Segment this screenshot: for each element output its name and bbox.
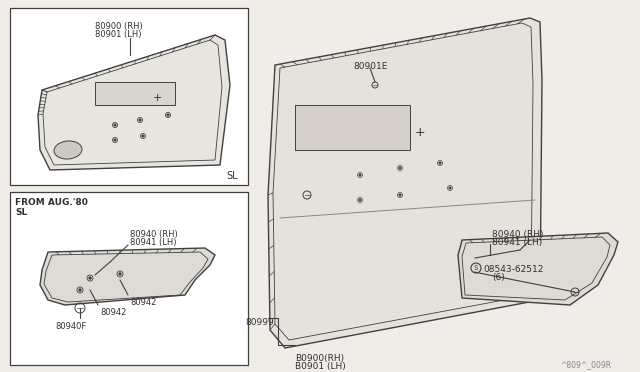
Polygon shape	[10, 192, 248, 365]
Text: +: +	[152, 93, 162, 103]
Circle shape	[167, 114, 169, 116]
Text: 80942: 80942	[100, 308, 126, 317]
Circle shape	[119, 273, 121, 275]
Text: 80942: 80942	[130, 298, 156, 307]
Polygon shape	[38, 35, 230, 170]
Text: 80941 (LH): 80941 (LH)	[130, 238, 177, 247]
Circle shape	[399, 194, 401, 196]
Polygon shape	[458, 233, 618, 305]
Text: B0901 (LH): B0901 (LH)	[295, 362, 346, 371]
Circle shape	[359, 199, 361, 201]
Text: 80940 (RH): 80940 (RH)	[492, 230, 543, 239]
Text: 80901E: 80901E	[353, 62, 387, 71]
Text: (6): (6)	[492, 273, 505, 282]
Text: 80940 (RH): 80940 (RH)	[130, 230, 178, 239]
Circle shape	[359, 174, 361, 176]
Text: ^809^_009R: ^809^_009R	[560, 360, 611, 369]
Text: 80940F: 80940F	[55, 322, 86, 331]
Text: 80999: 80999	[245, 318, 274, 327]
Ellipse shape	[54, 141, 82, 159]
Circle shape	[439, 162, 441, 164]
Polygon shape	[268, 18, 542, 348]
Circle shape	[140, 119, 141, 121]
Circle shape	[399, 167, 401, 169]
Circle shape	[114, 139, 116, 141]
Text: 80901 (LH): 80901 (LH)	[95, 30, 141, 39]
Text: FROM AUG.'80: FROM AUG.'80	[15, 198, 88, 207]
Polygon shape	[295, 105, 410, 150]
Text: +: +	[415, 126, 426, 140]
Circle shape	[114, 124, 116, 126]
Text: 80941 (LH): 80941 (LH)	[492, 238, 542, 247]
Text: 08543-62512: 08543-62512	[483, 265, 543, 274]
Circle shape	[89, 277, 91, 279]
Text: SL: SL	[15, 208, 28, 217]
Polygon shape	[40, 248, 215, 305]
Polygon shape	[10, 8, 248, 185]
Circle shape	[449, 187, 451, 189]
Polygon shape	[95, 82, 175, 105]
Circle shape	[142, 135, 144, 137]
Text: SL: SL	[227, 171, 238, 181]
Text: B0900(RH): B0900(RH)	[295, 354, 344, 363]
Circle shape	[79, 289, 81, 291]
Text: 80900 (RH): 80900 (RH)	[95, 22, 143, 31]
Text: S: S	[474, 265, 478, 271]
